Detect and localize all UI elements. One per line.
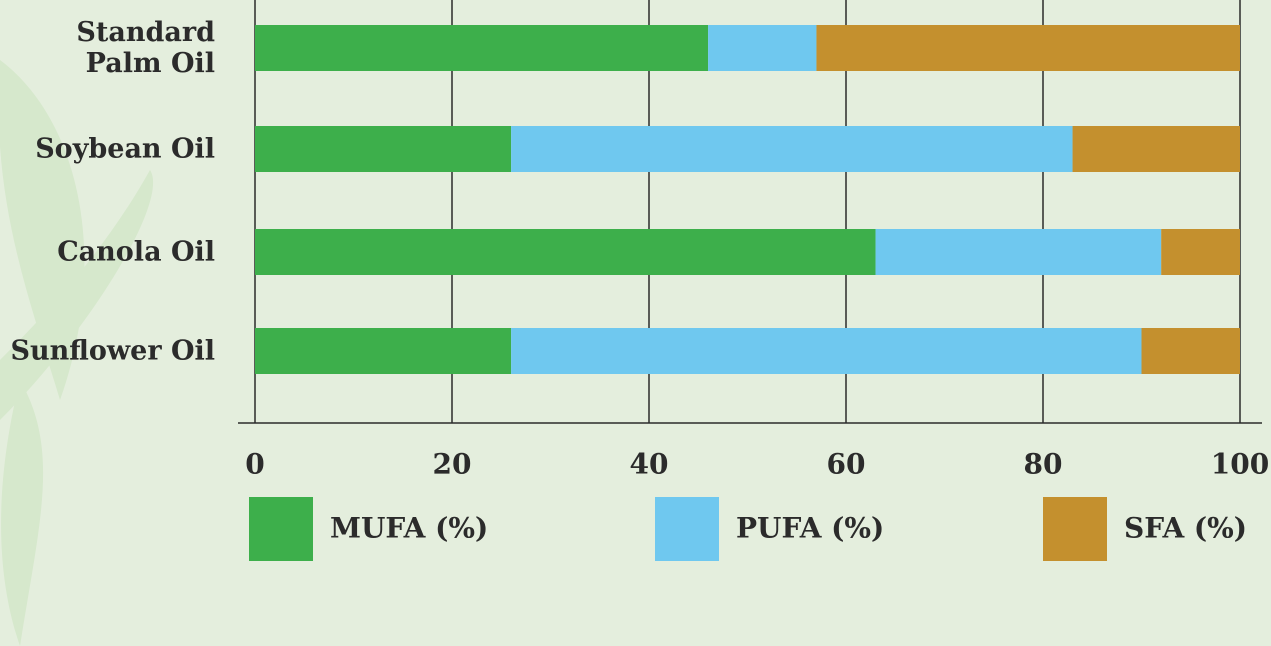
x-tick-label: 40 [630,448,669,481]
y-tick-label: Standard Palm Oil [76,17,215,79]
bar-segment [708,25,816,71]
legend-label: MUFA (%) [330,512,488,545]
bar-segment [255,25,708,71]
legend-swatch [655,497,719,561]
y-tick-label: Sunflower Oil [11,336,215,367]
x-tick-label: 0 [245,448,264,481]
legend-label: SFA (%) [1124,512,1247,545]
bar-segment [1073,126,1240,172]
y-tick-label: Canola Oil [57,237,215,268]
y-tick-label: Soybean Oil [35,134,215,165]
bar-segment [511,126,1072,172]
bar-segment [511,328,1141,374]
legend-swatch [1043,497,1107,561]
bar-segment [255,126,511,172]
bar-segment [255,229,876,275]
bar-segment [1161,229,1240,275]
x-tick-label: 100 [1211,448,1269,481]
x-tick-label: 80 [1024,448,1063,481]
x-tick-label: 60 [827,448,866,481]
chart: 0 20 40 60 80 100 MUFA (%) PUFA (%) SFA (%) [0,0,1271,646]
page: {"chart_data": {"type": "stacked-bar", "… [0,0,1271,646]
bar-segment [255,328,511,374]
bar-segment [876,229,1162,275]
legend-label: PUFA (%) [736,512,884,545]
bar-segment [816,25,1240,71]
legend-swatch [249,497,313,561]
x-tick-label: 20 [433,448,472,481]
bar-segment [1142,328,1241,374]
